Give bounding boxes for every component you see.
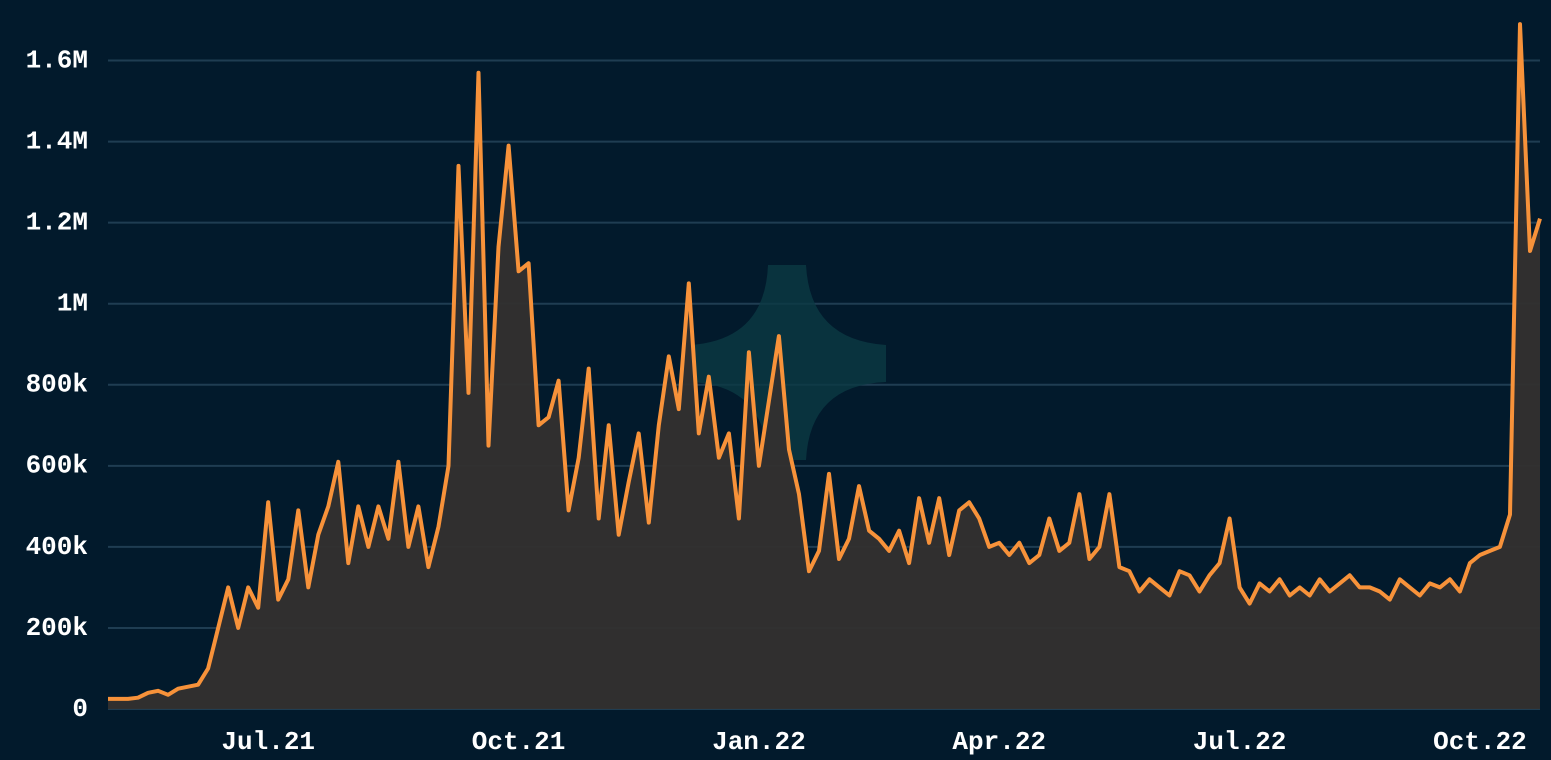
y-tick-label: 1.2M [26,208,88,238]
x-tick-label: Oct.21 [472,727,566,757]
line [108,22,1542,701]
y-tick-label: 1.6M [26,45,88,75]
plot [108,22,1542,710]
y-tick-label: 1.4M [26,126,88,156]
y-tick-label: 200k [26,613,88,643]
labels: 0 200k 400k 600k 800k 1M 1.2M 1.4M 1.6M Jul.21 Oct… [26,45,1527,756]
y-tick-label: 800k [26,370,88,400]
y-tick-label: 400k [26,532,88,562]
y-tick-label: 1M [57,289,88,319]
y-tick-label: 600k [26,451,88,481]
x-tick-label: Jul.22 [1193,727,1287,757]
x-tick-label: Oct.22 [1433,727,1527,757]
watermark-logo [690,265,886,460]
area [108,24,1540,710]
x-tick-label: Apr.22 [952,727,1046,757]
x-tick-label: Jan.22 [712,727,806,757]
y-tick-label: 0 [72,694,88,724]
x-tick-label: Jul.21 [221,727,315,757]
